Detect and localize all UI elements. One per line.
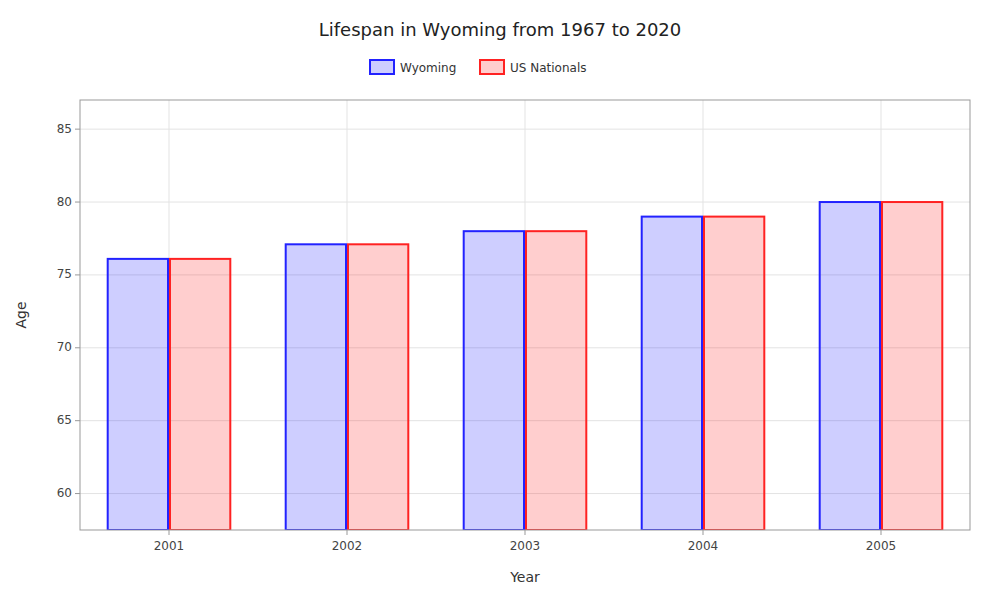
y-tick — [75, 347, 80, 348]
y-tick — [75, 274, 80, 275]
bars — [108, 202, 943, 530]
y-tick — [75, 420, 80, 421]
y-tick-label: 65 — [57, 413, 72, 427]
y-axis-label: Age — [13, 301, 29, 328]
y-tick — [75, 202, 80, 203]
bar — [170, 259, 230, 530]
x-tick-label: 2005 — [866, 539, 897, 553]
x-tick — [525, 530, 526, 535]
bar — [704, 217, 764, 530]
bar — [882, 202, 942, 530]
plot-frame — [80, 100, 970, 530]
x-tick — [169, 530, 170, 535]
chart-container: 60 65 70 75 80 85 2001 2002 2003 2004 2005 Year Age L… — [0, 0, 1000, 600]
x-tick — [347, 530, 348, 535]
y-tick-label: 75 — [57, 267, 72, 281]
y-tick — [75, 493, 80, 494]
y-tick-label: 70 — [57, 340, 72, 354]
bar — [464, 231, 524, 530]
y-axis: 60 65 70 75 80 85 — [57, 122, 80, 500]
legend-label: US Nationals — [510, 61, 586, 75]
grid — [80, 100, 970, 530]
y-tick — [75, 129, 80, 130]
y-tick-label: 85 — [57, 122, 72, 136]
legend-swatch — [480, 60, 504, 74]
x-tick-label: 2004 — [688, 539, 719, 553]
bar — [820, 202, 880, 530]
chart-svg: 60 65 70 75 80 85 2001 2002 2003 2004 2005 Year Age L… — [0, 0, 1000, 600]
legend-swatch — [370, 60, 394, 74]
legend-label: Wyoming — [400, 61, 456, 75]
y-tick-label: 60 — [57, 486, 72, 500]
bar — [526, 231, 586, 530]
bar — [286, 244, 346, 530]
x-axis: 2001 2002 2003 2004 2005 — [154, 530, 897, 553]
x-tick — [703, 530, 704, 535]
x-tick-label: 2001 — [154, 539, 185, 553]
bar — [642, 217, 702, 530]
x-tick — [881, 530, 882, 535]
bar — [108, 259, 168, 530]
x-tick-label: 2002 — [332, 539, 363, 553]
x-axis-label: Year — [509, 569, 540, 585]
title: Lifespan in Wyoming from 1967 to 2020 — [319, 19, 682, 40]
y-tick-label: 80 — [57, 195, 72, 209]
legend: Wyoming US Nationals — [370, 60, 586, 75]
x-tick-label: 2003 — [510, 539, 541, 553]
bar — [348, 244, 408, 530]
